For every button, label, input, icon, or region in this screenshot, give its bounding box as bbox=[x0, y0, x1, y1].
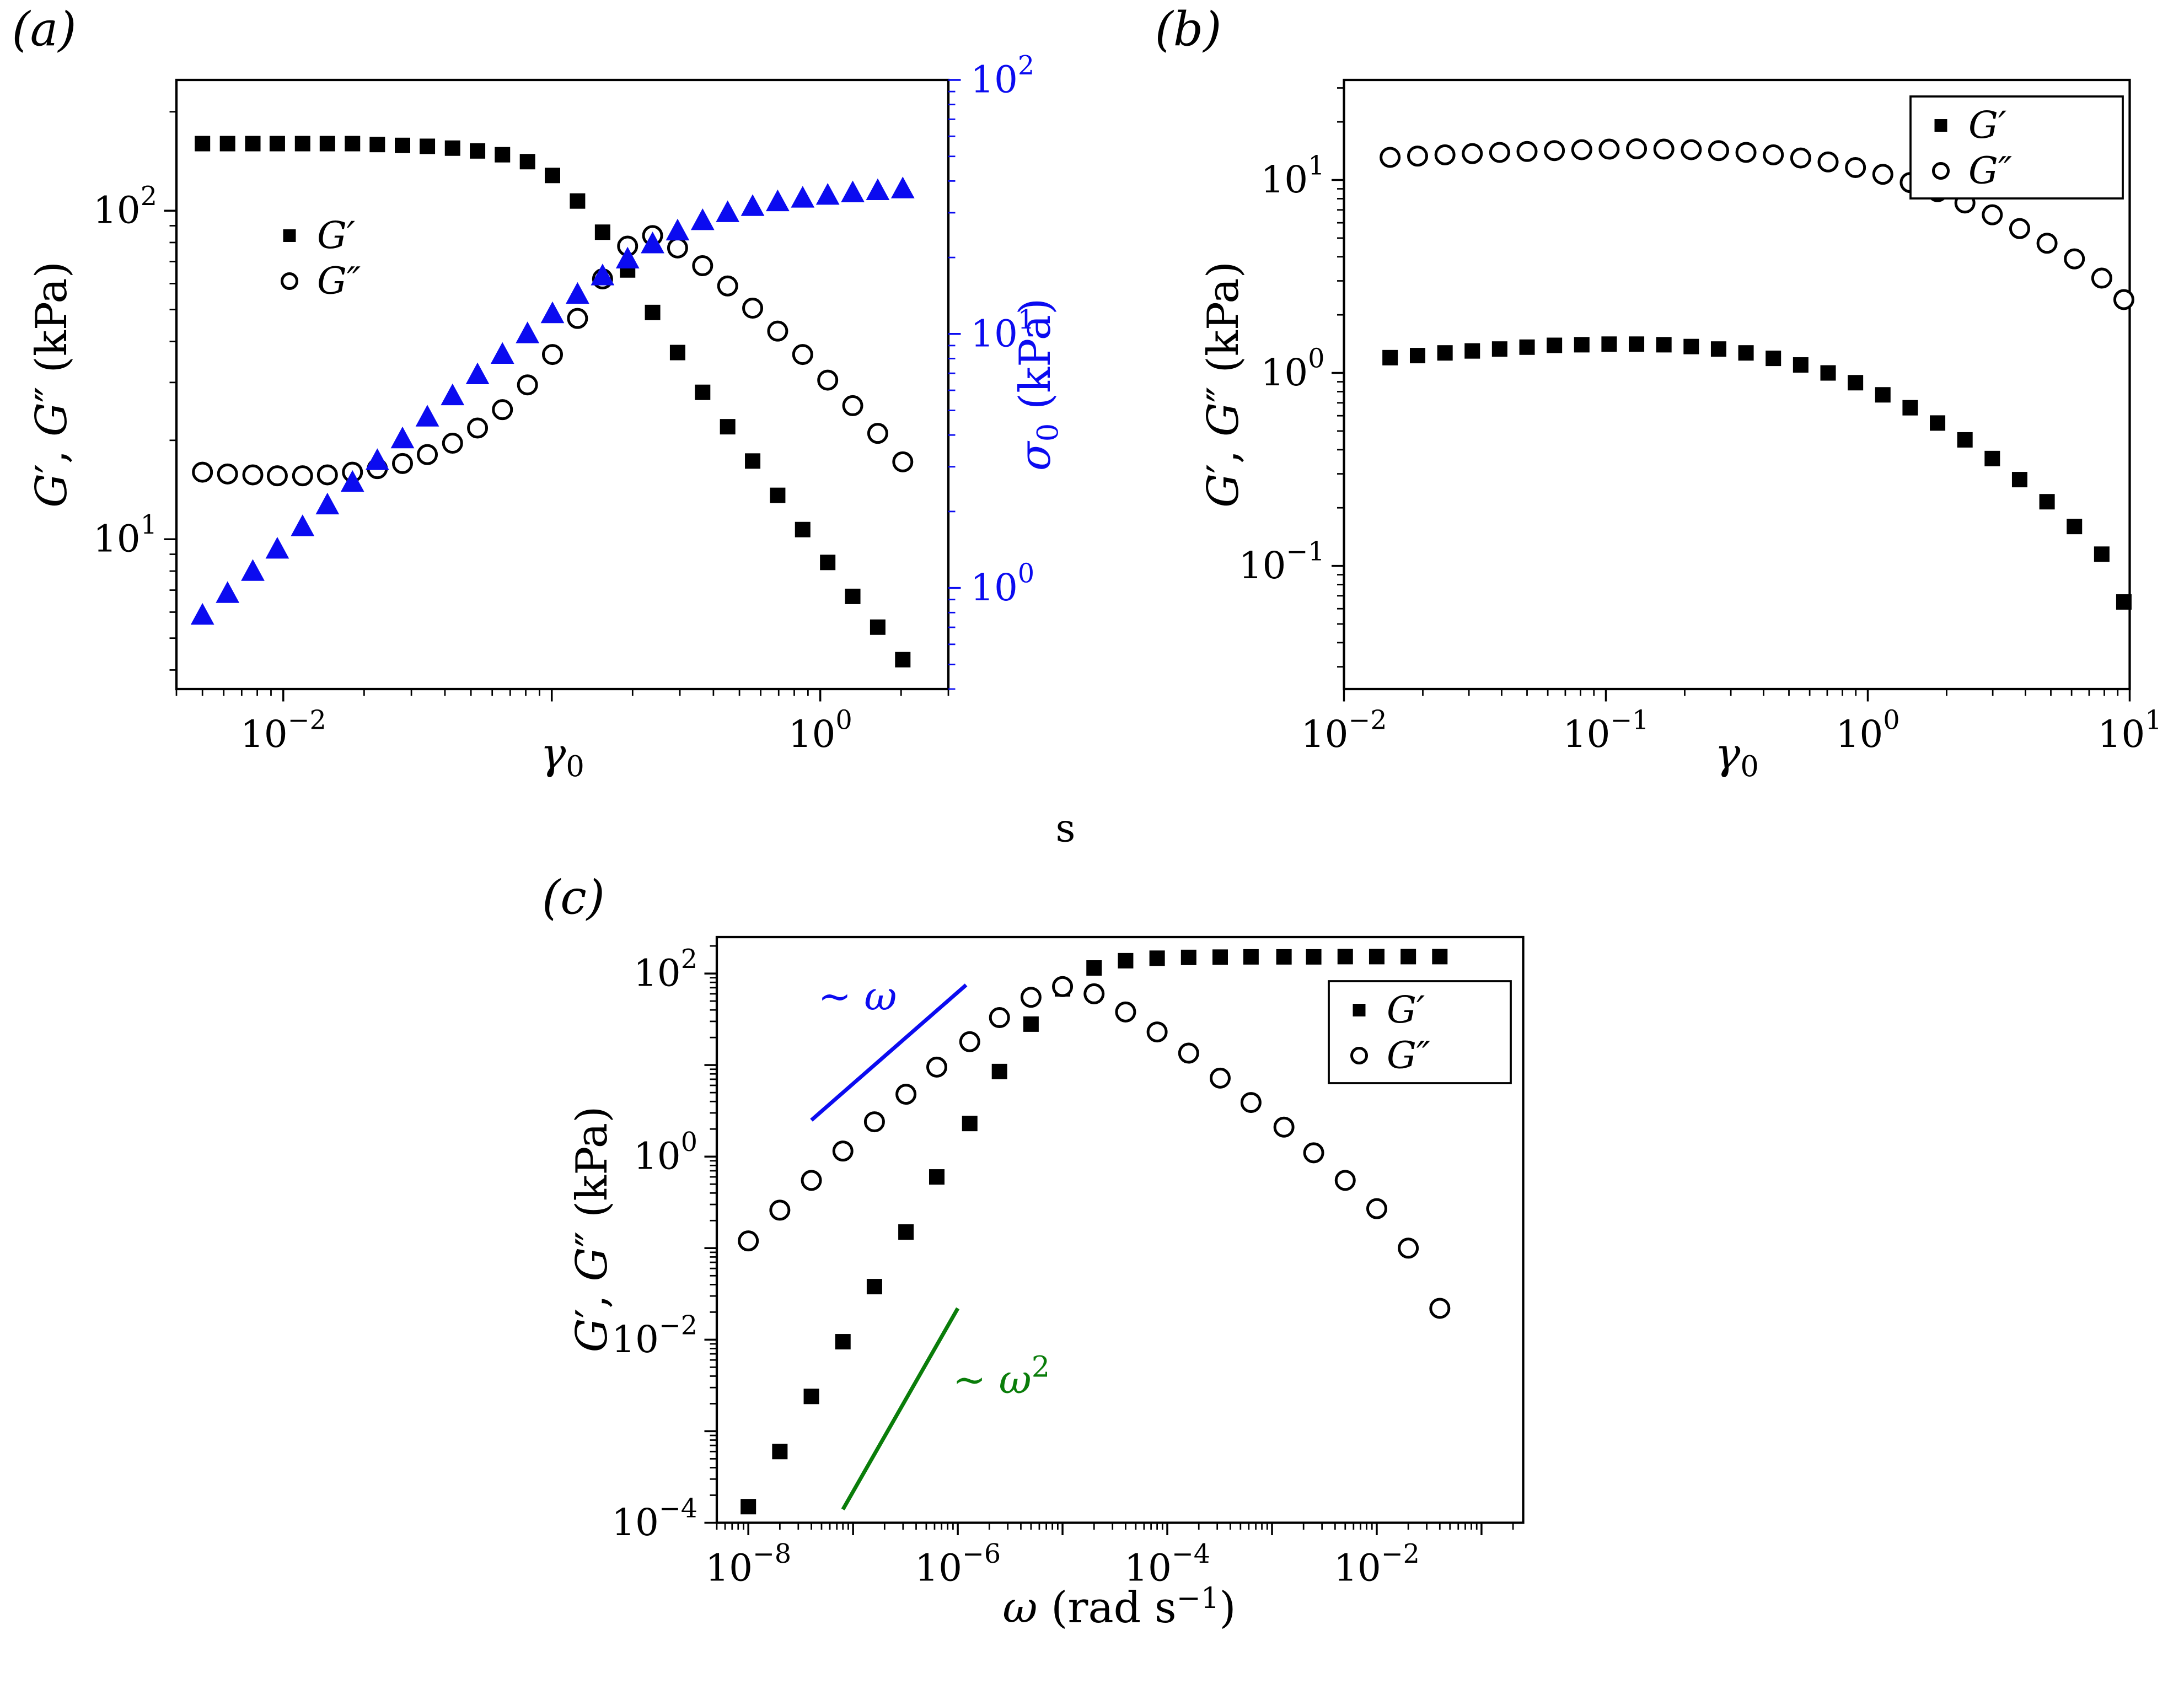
svg-text:101: 101 bbox=[2097, 706, 2161, 756]
panel-a-y2axis-label: σ0 (kPa) bbox=[1011, 298, 1065, 471]
svg-text:10−2: 10−2 bbox=[611, 1310, 697, 1361]
svg-text:10−8: 10−8 bbox=[705, 1539, 791, 1590]
svg-text:G′: G′ bbox=[317, 213, 355, 257]
svg-text:10−6: 10−6 bbox=[915, 1539, 1001, 1590]
svg-text:101: 101 bbox=[1260, 151, 1324, 202]
svg-text:G″: G″ bbox=[1387, 1034, 1430, 1077]
svg-text:G″: G″ bbox=[1968, 149, 2012, 192]
panel-a-letter: (a) bbox=[12, 3, 77, 58]
panel-c-letter: (c) bbox=[542, 871, 605, 926]
panel-c-yaxis-label: G′, G″ (kPa) bbox=[568, 1106, 618, 1353]
svg-text:10−2: 10−2 bbox=[240, 706, 326, 756]
svg-text:G″: G″ bbox=[317, 259, 361, 303]
svg-text:100: 100 bbox=[634, 1127, 697, 1178]
svg-text:100: 100 bbox=[970, 559, 1034, 610]
panel-b-letter: (b) bbox=[1155, 3, 1222, 58]
svg-text:~ ω2: ~ ω2 bbox=[953, 1351, 1050, 1403]
svg-text:100: 100 bbox=[1836, 706, 1899, 756]
svg-text:10−1: 10−1 bbox=[1563, 706, 1649, 756]
svg-text:10−2: 10−2 bbox=[1334, 1539, 1420, 1590]
svg-text:102: 102 bbox=[970, 51, 1034, 101]
svg-text:101: 101 bbox=[970, 305, 1034, 356]
panel-b-xaxis-label: γ0 bbox=[1715, 729, 1759, 784]
svg-text:100: 100 bbox=[788, 706, 852, 756]
svg-text:G′: G′ bbox=[1387, 988, 1425, 1031]
svg-text:G′: G′ bbox=[1968, 103, 2006, 147]
svg-text:10−2: 10−2 bbox=[1301, 706, 1387, 756]
svg-text:102: 102 bbox=[93, 181, 157, 232]
svg-text:~ ω: ~ ω bbox=[818, 973, 897, 1020]
panel-a-xaxis-label: γ0 bbox=[540, 729, 584, 784]
panel-b-yaxis-label: G′, G″ (kPa) bbox=[1199, 261, 1249, 508]
panel-a-yaxis-label: G′, G″ (kPa) bbox=[28, 261, 77, 508]
svg-text:102: 102 bbox=[634, 944, 697, 995]
svg-text:10−1: 10−1 bbox=[1239, 537, 1325, 588]
svg-text:10−4: 10−4 bbox=[611, 1494, 697, 1545]
panel-c-xaxis-label: ω (rad s−1) bbox=[1002, 1580, 1236, 1634]
stray-s-label: s bbox=[1055, 805, 1076, 851]
svg-text:101: 101 bbox=[93, 510, 157, 561]
svg-text:100: 100 bbox=[1260, 344, 1324, 395]
